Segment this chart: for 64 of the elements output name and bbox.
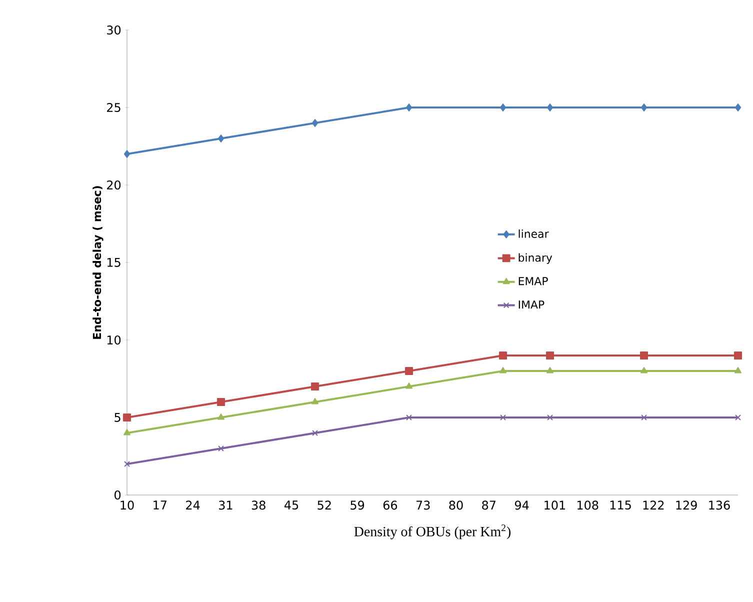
point [499, 352, 507, 360]
point [123, 414, 131, 422]
x-tick-label: 38 [252, 500, 266, 510]
point [640, 352, 648, 360]
point [500, 414, 506, 420]
x-tick-label: 108 [578, 500, 598, 510]
y-axis-title: End-to-end delay ( msec) [92, 186, 104, 339]
point [311, 398, 319, 404]
x-tick-label: 101 [544, 500, 566, 510]
legend-label: EMAP [518, 277, 548, 286]
legend-label: binary [518, 253, 552, 264]
point [405, 382, 413, 389]
point [500, 104, 506, 112]
x-tick-label: 129 [676, 500, 697, 510]
point [640, 367, 648, 374]
point [218, 134, 224, 142]
point [311, 382, 319, 390]
point [217, 398, 225, 406]
point [546, 367, 554, 374]
x-tick-label: 73 [416, 500, 430, 510]
y-tick-label: 0 [114, 490, 121, 500]
x-tick-label: 24 [186, 500, 200, 510]
point [218, 446, 224, 452]
x-tick-label: 122 [643, 500, 664, 510]
x-tick-label: 115 [610, 500, 631, 510]
point [546, 104, 554, 112]
x-tick-label: 45 [284, 500, 298, 510]
y-tick-label: 20 [107, 180, 121, 190]
x-tick-label: 59 [350, 500, 364, 510]
point [734, 104, 742, 112]
point [547, 414, 553, 420]
point [641, 414, 647, 420]
x-tick-label: 17 [154, 500, 166, 510]
x-tick-label: 52 [318, 500, 331, 510]
point [123, 429, 131, 436]
x-tick-label: 66 [383, 500, 398, 510]
legend-label: IMAP [518, 300, 544, 309]
point [734, 352, 742, 360]
point [217, 414, 225, 420]
point [312, 430, 318, 436]
point [406, 414, 412, 420]
x-tick-label: 10 [120, 500, 134, 510]
x-tick-label: 136 [709, 500, 730, 510]
point [640, 104, 648, 112]
y-tick-label: 15 [107, 258, 120, 267]
y-tick-label: 5 [114, 413, 120, 422]
x-tick-label: 80 [449, 500, 463, 510]
y-tick-label: 10 [107, 335, 121, 345]
point [735, 414, 741, 420]
point [734, 367, 742, 374]
point [499, 367, 507, 374]
point [124, 150, 130, 158]
x-tick-label: 31 [219, 500, 232, 510]
x-axis-title: Density of OBUs (per Km$^{2}$) [354, 524, 511, 540]
y-tick-label: 25 [107, 102, 120, 112]
y-tick-label: 30 [107, 25, 121, 35]
legend-label: linear [518, 229, 549, 238]
point [406, 104, 412, 112]
point [124, 461, 130, 467]
x-tick-label: 87 [482, 500, 496, 510]
point [546, 352, 554, 360]
point [312, 119, 318, 127]
x-tick-label: 94 [514, 500, 529, 510]
point [405, 367, 413, 375]
